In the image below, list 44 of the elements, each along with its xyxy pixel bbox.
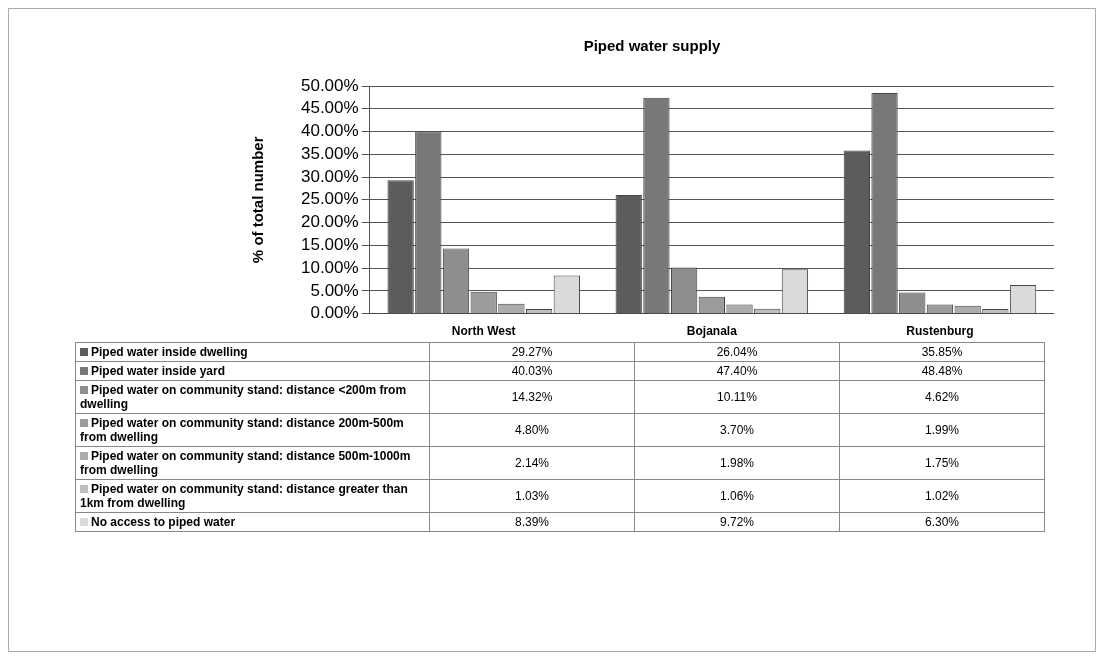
legend-label: Piped water on community stand: distance 500m-1000m from dwelling bbox=[80, 449, 411, 477]
y-tick-label: 45.00% bbox=[300, 98, 359, 118]
y-tick-label: 50.00% bbox=[300, 75, 359, 95]
data-label: 6.30% bbox=[839, 512, 1045, 532]
y-tick-label: 10.00% bbox=[300, 257, 359, 277]
data-label: 1.98% bbox=[634, 446, 840, 480]
data-label: 1.99% bbox=[839, 413, 1045, 447]
data-label: 1.02% bbox=[839, 479, 1045, 513]
data-label: 9.72% bbox=[634, 512, 840, 532]
y-tick-label: 40.00% bbox=[300, 121, 359, 141]
y-tick-label: 20.00% bbox=[300, 212, 359, 232]
y-axis-title: % of total number bbox=[249, 136, 267, 264]
data-label: 35.85% bbox=[839, 342, 1045, 362]
legend-label: Piped water on community stand: distance 200m-500m from dwelling bbox=[80, 416, 404, 444]
x-tick-label: Bojanala bbox=[686, 324, 738, 339]
legend-label: Piped water inside yard bbox=[91, 364, 226, 378]
data-label: 26.04% bbox=[634, 342, 840, 362]
data-label: 1.75% bbox=[839, 446, 1045, 480]
data-label: 1.03% bbox=[429, 479, 635, 513]
data-label: 8.39% bbox=[429, 512, 635, 532]
y-tick-label: 5.00% bbox=[310, 280, 359, 300]
chart-title: Piped water supply bbox=[583, 37, 722, 55]
data-label: 4.62% bbox=[839, 380, 1045, 414]
legend-label: No access to piped water bbox=[91, 515, 236, 529]
data-label: 29.27% bbox=[429, 342, 635, 362]
y-tick-label: 30.00% bbox=[300, 166, 359, 186]
legend-label: Piped water inside dwelling bbox=[91, 345, 248, 359]
data-label: 1.06% bbox=[634, 479, 840, 513]
data-label: 4.80% bbox=[429, 413, 635, 447]
y-tick-label: 25.00% bbox=[300, 189, 359, 209]
legend-label: Piped water on community stand: distance <200m from dwelling bbox=[80, 383, 407, 411]
x-tick-label: North West bbox=[451, 324, 516, 339]
x-tick-label: Rustenburg bbox=[906, 324, 974, 339]
y-tick-label: 35.00% bbox=[300, 143, 359, 163]
data-label: 3.70% bbox=[634, 413, 840, 447]
data-label: 2.14% bbox=[429, 446, 635, 480]
data-label: 14.32% bbox=[429, 380, 635, 414]
data-label: 40.03% bbox=[429, 361, 635, 381]
data-label: 47.40% bbox=[634, 361, 840, 381]
data-label: 10.11% bbox=[634, 380, 840, 414]
y-tick-label: 0.00% bbox=[310, 303, 359, 323]
y-tick-label: 15.00% bbox=[300, 235, 359, 255]
data-label: 48.48% bbox=[839, 361, 1045, 381]
legend-label: Piped water on community stand: distance greater than 1km from dwelling bbox=[80, 482, 408, 510]
